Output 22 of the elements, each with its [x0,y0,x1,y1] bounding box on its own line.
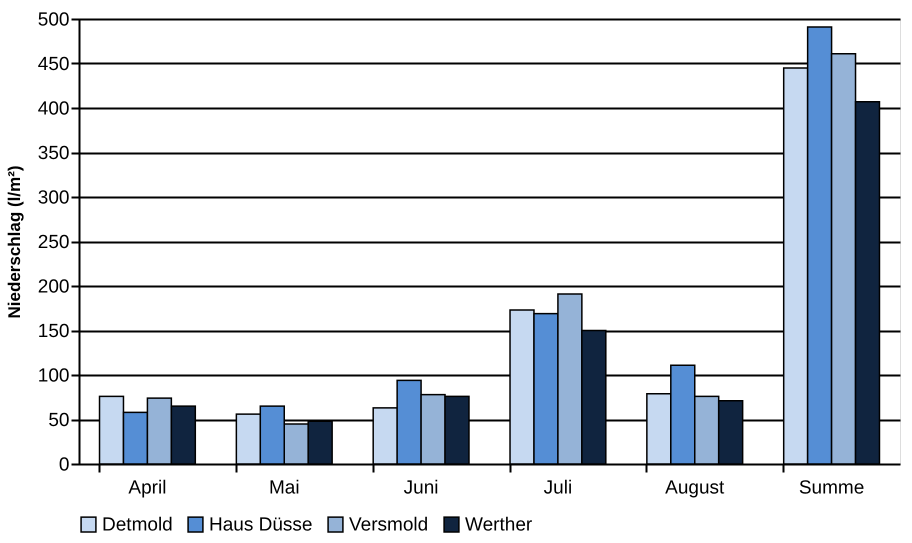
x-tick-label: Juli [544,478,572,498]
x-tick-label: Mai [268,478,300,498]
y-tick-label: 0 [58,454,70,476]
legend-label: Versmold [349,514,428,536]
legend-label: Haus Düsse [209,514,312,536]
y-tick-label: 150 [38,321,70,342]
y-tick-label: 350 [38,143,70,164]
y-tick-label: 50 [48,410,70,431]
y-axis-title: Niederschlag (l/m²) [4,165,24,319]
y-tick-label: 300 [38,188,70,208]
y-tick-label: 450 [38,54,70,75]
x-tick-label: August [665,478,726,498]
x-tick-label: April [128,478,166,498]
y-tick-label: 200 [38,276,70,298]
y-tick-label: 400 [38,98,70,120]
y-tick-label: 250 [38,232,70,253]
y-tick-label: 100 [38,366,70,386]
x-tick-label: Juni [404,478,439,498]
y-tick-label: 500 [38,10,70,30]
legend-label: Werther [465,514,533,536]
legend-label: Detmold [102,514,173,536]
x-tick-label: Summe [798,478,864,498]
